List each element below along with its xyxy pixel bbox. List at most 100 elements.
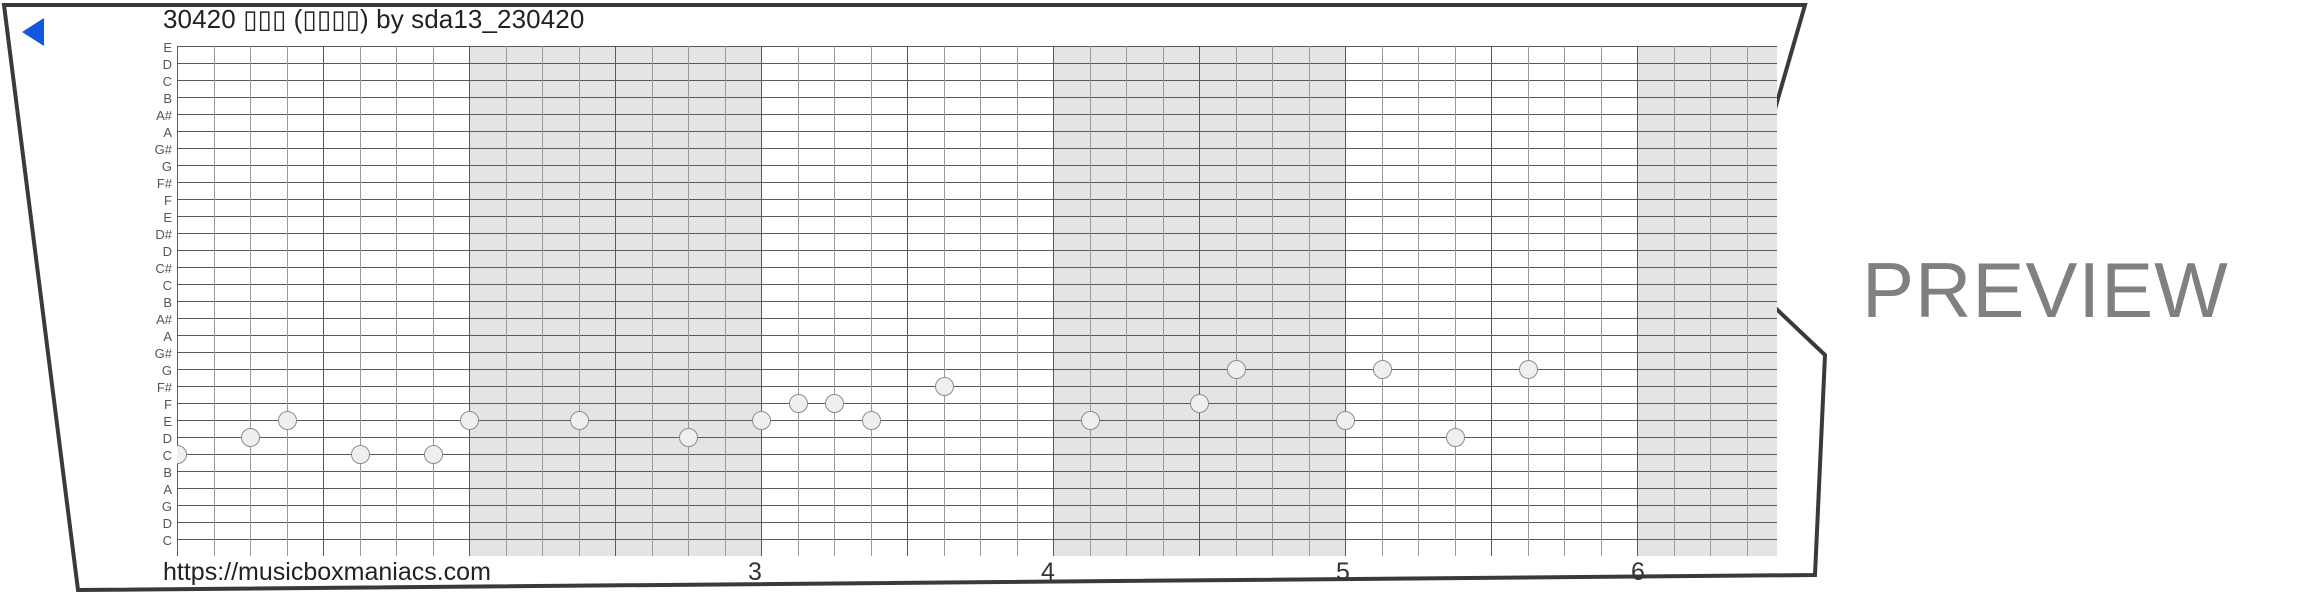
note-marker[interactable]	[277, 411, 297, 430]
note-label-9: F	[164, 193, 172, 208]
page-title: 30420 ▯▯▯ (▯▯▯▯) by sda13_230420	[163, 4, 585, 34]
grid-vline	[177, 46, 178, 556]
grid-vline	[1564, 46, 1565, 556]
note-marker[interactable]	[1518, 360, 1538, 379]
grid-vline	[870, 46, 872, 556]
grid-hline	[177, 352, 1777, 353]
note-marker[interactable]	[241, 428, 260, 447]
note-marker[interactable]	[1226, 360, 1246, 379]
grid-vline	[907, 46, 908, 556]
note-label-22: E	[163, 414, 172, 429]
grid-vline	[651, 46, 653, 556]
grid-vline	[1308, 46, 1310, 556]
grid-vline	[761, 46, 762, 556]
grid-vline	[542, 46, 543, 556]
note-marker[interactable]	[460, 411, 479, 430]
grid-hline	[177, 284, 1777, 285]
note-label-24: C	[162, 448, 172, 463]
note-label-21: F	[164, 397, 172, 412]
note-label-29: C	[162, 533, 172, 548]
grid-hline	[177, 182, 1777, 183]
note-marker[interactable]	[788, 394, 808, 413]
note-label-0: E	[163, 40, 172, 55]
note-label-19: G	[161, 363, 172, 378]
grid-hline	[177, 148, 1777, 149]
grid-hline	[177, 488, 1777, 489]
grid-vline	[1637, 46, 1638, 556]
grid-hline	[177, 539, 1777, 540]
grid-hline	[177, 318, 1777, 319]
grid-vline	[469, 46, 470, 556]
grid-hline	[177, 420, 1777, 421]
grid-vline	[724, 46, 726, 556]
grid-vline	[943, 46, 945, 556]
grid-hline	[177, 267, 1777, 268]
grid-vline	[505, 46, 507, 556]
grid-vline	[250, 46, 251, 556]
note-label-5: A	[163, 125, 172, 140]
grid-vline	[1381, 46, 1383, 556]
grid-hline	[177, 80, 1777, 81]
bar-number-5: 5	[1336, 558, 1350, 586]
note-label-3: B	[163, 91, 172, 106]
note-label-2: C	[162, 74, 172, 89]
grid-hline	[177, 250, 1777, 251]
bar-number-4: 4	[1041, 558, 1055, 586]
grid-hline	[177, 403, 1777, 404]
back-triangle-icon[interactable]	[22, 18, 44, 46]
note-marker[interactable]	[1080, 411, 1100, 430]
note-marker[interactable]	[569, 411, 589, 430]
grid-hline	[177, 165, 1777, 166]
note-label-25: B	[163, 465, 172, 480]
note-marker[interactable]	[825, 394, 844, 413]
grid-vline	[797, 46, 799, 556]
grid-vline	[980, 46, 981, 556]
grid-vline	[578, 46, 580, 556]
grid-hline	[177, 522, 1777, 523]
note-label-17: A	[163, 329, 172, 344]
note-label-4: A#	[156, 108, 172, 123]
note-label-27: G	[161, 499, 172, 514]
grid-vline	[1016, 46, 1018, 556]
note-marker[interactable]	[177, 445, 187, 464]
note-marker[interactable]	[350, 445, 370, 464]
note-label-28: D	[162, 516, 172, 531]
grid-hline	[177, 335, 1777, 336]
note-label-14: C	[162, 278, 172, 293]
note-label-6: G#	[154, 142, 172, 157]
note-label-12: D	[162, 244, 172, 259]
grid-hline	[177, 97, 1777, 98]
grid-vline	[396, 46, 397, 556]
note-marker[interactable]	[679, 428, 698, 447]
grid-vline	[359, 46, 361, 556]
grid-vline	[1089, 46, 1091, 556]
note-marker[interactable]	[752, 411, 771, 430]
grid-vline	[1746, 46, 1748, 556]
grid-vline	[1053, 46, 1054, 556]
grid-vline	[1235, 46, 1237, 556]
grid-vline	[1345, 46, 1346, 556]
note-marker[interactable]	[934, 377, 954, 396]
grid-vline	[1272, 46, 1273, 556]
note-grid[interactable]	[177, 46, 1777, 556]
grid-hline	[177, 454, 1777, 455]
grid-hline	[177, 301, 1777, 302]
grid-hline	[177, 114, 1777, 115]
note-marker[interactable]	[1445, 428, 1465, 447]
grid-vline	[615, 46, 616, 556]
note-marker[interactable]	[1190, 394, 1209, 413]
grid-vline	[1491, 46, 1492, 556]
note-marker[interactable]	[1336, 411, 1355, 430]
grid-vline	[1600, 46, 1602, 556]
grid-vline	[1126, 46, 1127, 556]
note-label-18: G#	[154, 346, 172, 361]
note-label-15: B	[163, 295, 172, 310]
note-marker[interactable]	[423, 445, 443, 464]
grid-vline	[1454, 46, 1456, 556]
note-marker[interactable]	[1372, 360, 1392, 379]
note-label-13: C#	[155, 261, 172, 276]
note-label-11: D#	[155, 227, 172, 242]
grid-vline	[213, 46, 215, 556]
note-marker[interactable]	[861, 411, 881, 430]
note-name-axis: E D C B A# A G# G F# F E D# D C# C B A# A G# G F# F E D C B A G D C	[128, 41, 172, 556]
